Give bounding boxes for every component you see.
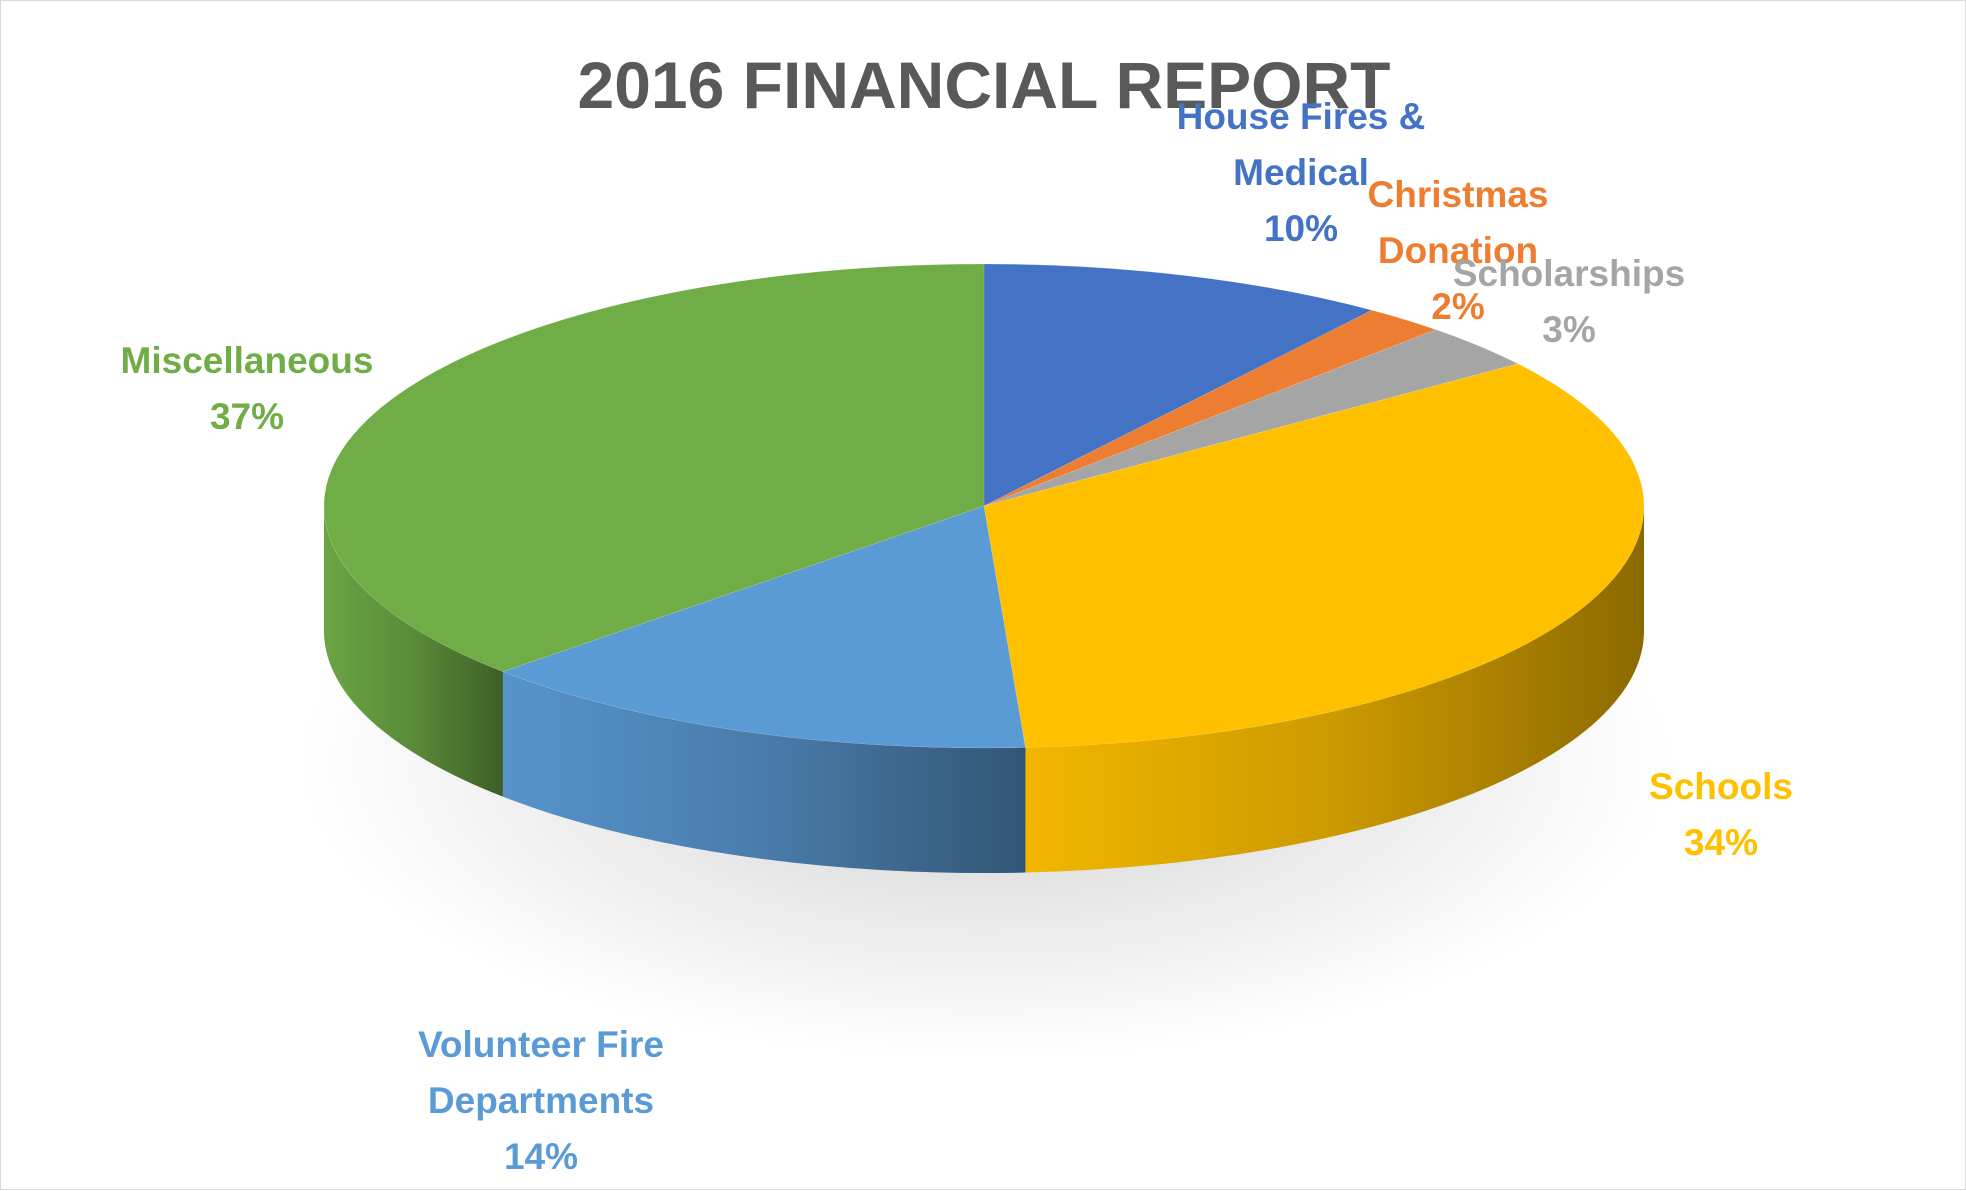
- data-label-percent: 34%: [1684, 822, 1758, 863]
- data-label-category: Christmas: [1368, 174, 1549, 215]
- slice-scholarships: [983, 329, 1519, 507]
- slice-house-fires-medical: [983, 263, 1373, 507]
- data-label-scholarships: Scholarships 3%: [1453, 253, 1685, 350]
- pie-sides: [324, 506, 1644, 873]
- data-label-percent: 2%: [1431, 286, 1484, 327]
- data-label-volunteer-fire-departments: Volunteer Fire Departments 14%: [418, 1024, 664, 1177]
- data-label-miscellaneous: Miscellaneous 37%: [121, 340, 374, 437]
- data-label-category: Departments: [428, 1080, 654, 1121]
- slice-miscellaneous: [323, 263, 985, 672]
- data-label-category: Medical: [1233, 152, 1369, 193]
- slice-schools: [983, 363, 1645, 748]
- data-label-percent: 10%: [1264, 208, 1338, 249]
- data-label-percent: 3%: [1542, 309, 1595, 350]
- data-label-category: House Fires &: [1177, 96, 1426, 137]
- data-label-category: Scholarships: [1453, 253, 1685, 294]
- data-labels: House Fires & Medical 10% Christmas Donation…: [121, 96, 1793, 1177]
- pie-slices: [323, 263, 1645, 749]
- slice-christmas-donation: [983, 309, 1437, 507]
- slice-side-shade-schools: [1025, 506, 1644, 873]
- data-label-category: Schools: [1649, 766, 1793, 807]
- chart-title: 2016 FINANCIAL REPORT: [578, 48, 1391, 122]
- data-label-house-fires-medical: House Fires & Medical 10%: [1177, 96, 1426, 249]
- data-label-percent: 14%: [504, 1136, 578, 1177]
- data-label-category: Miscellaneous: [121, 340, 374, 381]
- data-label-christmas-donation: Christmas Donation 2%: [1368, 174, 1549, 327]
- slice-side-shade-miscellaneous: [324, 506, 503, 797]
- data-label-percent: 37%: [210, 396, 284, 437]
- data-label-schools: Schools 34%: [1649, 766, 1793, 863]
- slice-side-shade-volunteer-fire-departments: [502, 671, 1026, 873]
- data-label-category: Donation: [1378, 230, 1538, 271]
- data-label-category: Volunteer Fire: [418, 1024, 664, 1065]
- slice-volunteer-fire-departments: [502, 505, 1026, 749]
